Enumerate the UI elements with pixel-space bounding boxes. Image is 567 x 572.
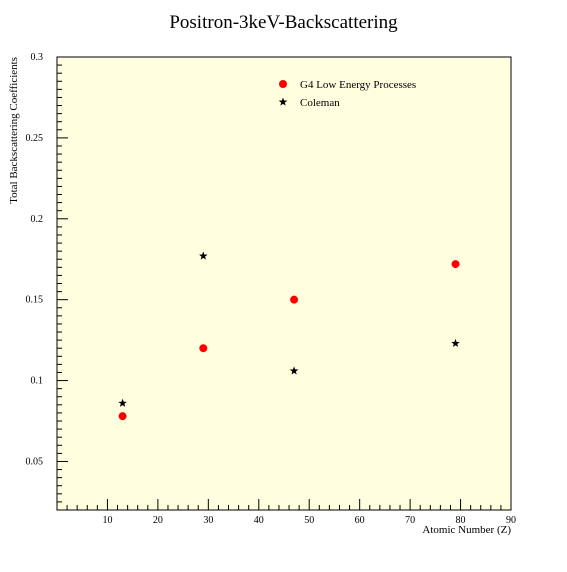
x-tick-label: 30 [203, 515, 213, 526]
x-axis-label: Atomic Number (Z) [422, 524, 511, 536]
x-axis: 10 20 30 40 50 60 70 80 90 [66, 499, 516, 526]
x-tick-label: 60 [355, 515, 365, 526]
legend-marker-star [278, 97, 288, 106]
plot-area [56, 56, 512, 511]
y-axis-label: Total Backscattering Coefficients [8, 57, 20, 204]
y-tick-label: 0.05 [26, 456, 44, 467]
legend: G4 Low Energy Processes Coleman [278, 79, 416, 109]
coleman-point [451, 338, 460, 347]
legend-marker-circle [279, 80, 287, 88]
x-tick-label: 80 [456, 515, 466, 526]
legend-label: G4 Low Energy Processes [300, 79, 416, 91]
x-tick-label: 70 [405, 515, 415, 526]
y-tick-label: 0.25 [26, 133, 44, 144]
data-points [118, 251, 460, 421]
legend-label: Coleman [300, 97, 340, 109]
x-tick-label: 40 [254, 515, 264, 526]
y-tick-label: 0.2 [31, 214, 44, 225]
x-tick-label: 20 [153, 515, 163, 526]
g4-low-energy-point [451, 260, 460, 269]
g4-low-energy-point [199, 344, 208, 353]
x-tick-label: 50 [304, 515, 314, 526]
y-tick-label: 0.15 [26, 295, 44, 306]
y-axis: 0.05 0.1 0.15 0.2 0.25 0.3 [26, 52, 68, 503]
y-tick-label: 0.3 [31, 52, 44, 63]
x-tick-label: 10 [102, 515, 112, 526]
x-tick-label: 90 [506, 515, 516, 526]
coleman-point [289, 366, 299, 375]
g4-low-energy-point [118, 412, 127, 421]
g4-low-energy-point [290, 295, 299, 304]
chart-title: Positron-3keV-Backscattering [169, 12, 398, 33]
y-tick-label: 0.1 [31, 376, 44, 387]
coleman-point [199, 251, 208, 260]
coleman-point [118, 398, 127, 407]
